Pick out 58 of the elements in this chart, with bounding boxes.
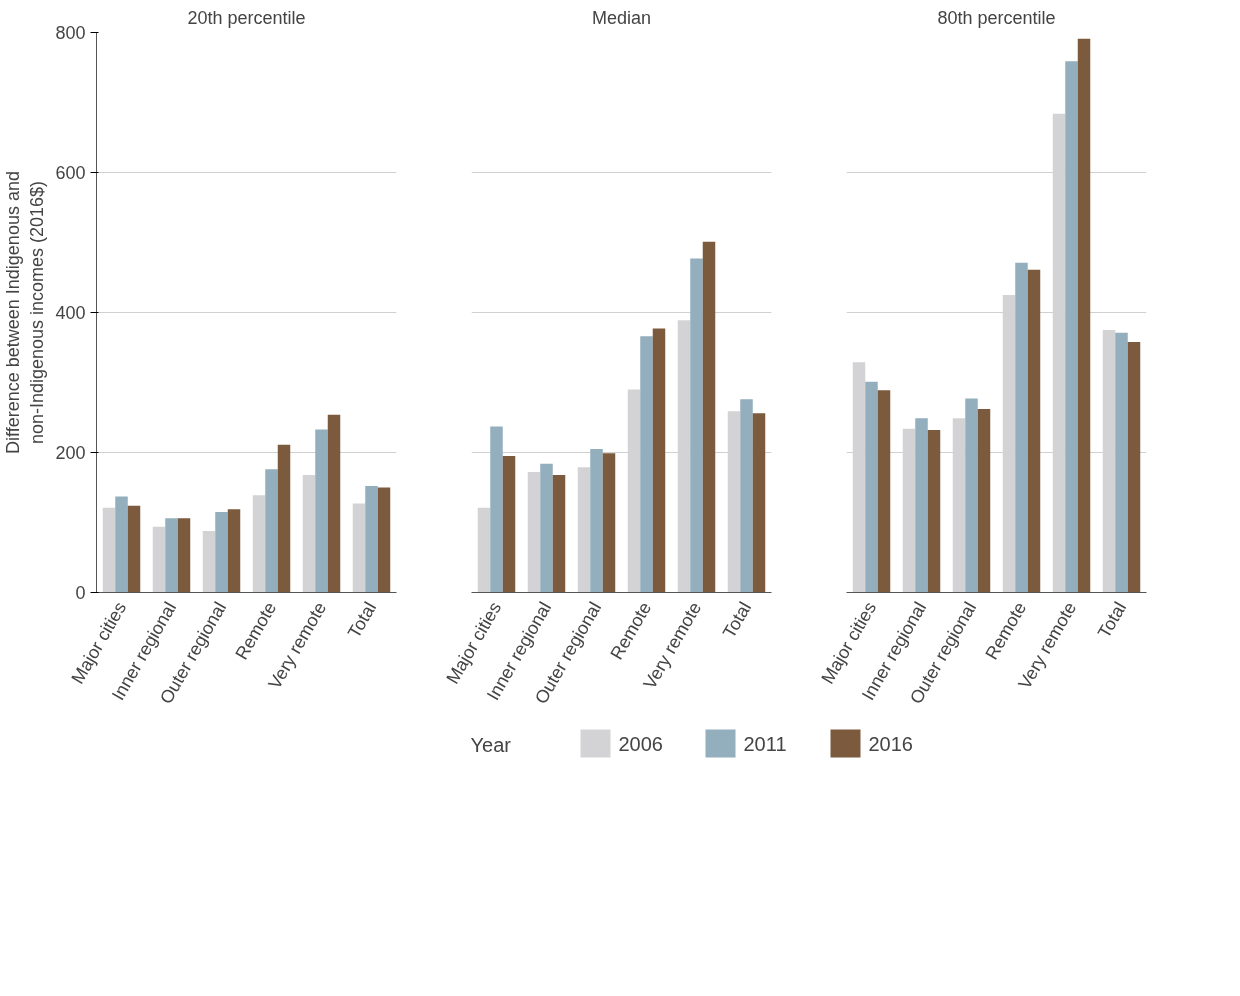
bar bbox=[865, 381, 878, 593]
bar bbox=[252, 495, 266, 593]
legend-label: 2016 bbox=[868, 732, 913, 755]
bar bbox=[740, 399, 753, 593]
bar bbox=[102, 507, 116, 593]
bar bbox=[577, 467, 591, 593]
bar bbox=[377, 487, 391, 593]
bar bbox=[1027, 269, 1041, 593]
bar bbox=[590, 449, 603, 593]
bar bbox=[1015, 262, 1028, 593]
bar bbox=[927, 430, 941, 593]
bar bbox=[702, 241, 716, 593]
bar bbox=[165, 518, 178, 593]
bar bbox=[602, 453, 616, 593]
bar bbox=[477, 507, 491, 593]
chart-title: 20th percentile bbox=[187, 7, 306, 28]
bar bbox=[277, 444, 291, 593]
y-axis-title: Difference between Indigenous and non-Indigenous incomes (2016$) bbox=[3, 171, 48, 454]
bar bbox=[752, 413, 766, 593]
bar bbox=[177, 518, 191, 593]
bar bbox=[552, 474, 566, 593]
bar bbox=[352, 503, 366, 593]
bar bbox=[152, 526, 166, 593]
bar bbox=[965, 398, 978, 593]
bar bbox=[640, 336, 653, 593]
bar bbox=[202, 530, 216, 593]
bar bbox=[327, 414, 341, 593]
bar bbox=[227, 509, 241, 593]
bar bbox=[877, 390, 891, 593]
bar bbox=[127, 505, 141, 593]
bar bbox=[915, 418, 928, 593]
bar bbox=[315, 429, 328, 593]
bar bbox=[502, 456, 516, 593]
bar bbox=[265, 469, 278, 593]
y-tick-label: 400 bbox=[55, 303, 86, 323]
legend-label: 2011 bbox=[743, 732, 787, 755]
y-tick-label: 800 bbox=[55, 23, 86, 43]
legend-title: Year bbox=[470, 733, 512, 756]
y-tick-label: 600 bbox=[55, 163, 86, 183]
chart-title: 80th percentile bbox=[937, 7, 1056, 28]
bar bbox=[652, 328, 666, 593]
legend-label: 2006 bbox=[618, 732, 663, 755]
bar bbox=[1065, 61, 1078, 593]
bar bbox=[977, 409, 991, 593]
bar bbox=[690, 258, 703, 593]
bar bbox=[1127, 341, 1141, 593]
bar bbox=[540, 463, 553, 593]
bar bbox=[215, 512, 228, 593]
bar bbox=[302, 474, 316, 593]
bar bbox=[115, 496, 128, 593]
bar bbox=[1115, 332, 1128, 593]
bar bbox=[1077, 38, 1091, 593]
bar bbox=[365, 486, 378, 593]
bar bbox=[527, 472, 541, 593]
chart-title: Median bbox=[591, 7, 652, 28]
bar bbox=[490, 426, 503, 593]
y-tick-label: 0 bbox=[75, 583, 86, 603]
y-tick-label: 200 bbox=[55, 443, 86, 463]
